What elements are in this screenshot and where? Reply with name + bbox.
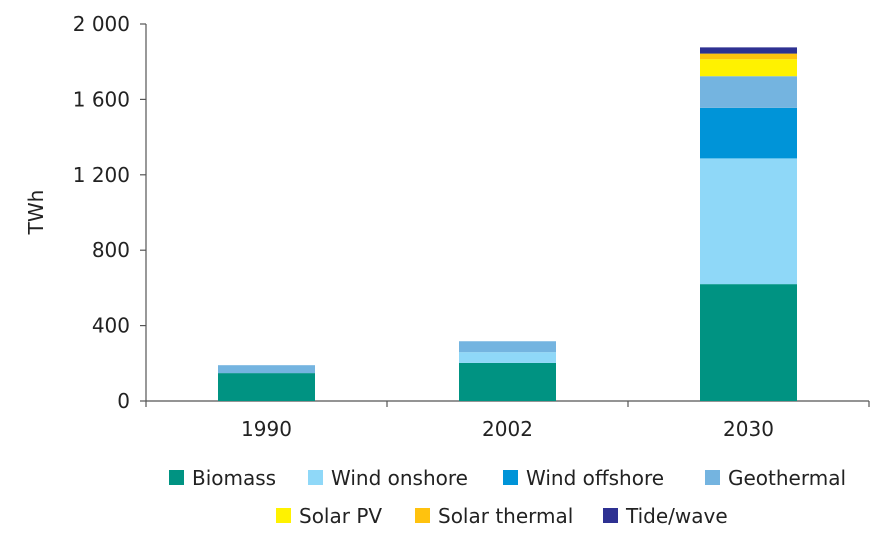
legend-swatch [503, 470, 518, 485]
legend-swatch [169, 470, 184, 485]
chart-bars [218, 47, 797, 401]
y-axis-title: TWh [24, 190, 48, 236]
legend-label: Biomass [192, 466, 276, 490]
y-tick-label: 1 200 [73, 163, 130, 187]
x-tick-label: 1990 [241, 417, 292, 441]
x-tick-label: 2002 [482, 417, 533, 441]
bar-segment [700, 76, 797, 108]
bar-segment [459, 352, 556, 363]
legend-label: Geothermal [728, 466, 846, 490]
bar-segment [700, 107, 797, 159]
legend-label: Solar thermal [438, 504, 573, 528]
legend-swatch [276, 508, 291, 523]
legend-label: Wind onshore [331, 466, 468, 490]
chart-legend: Biomass Wind onshore Wind offshore Geotherm… [169, 466, 846, 528]
bar-segment [700, 53, 797, 60]
legend-swatch [308, 470, 323, 485]
bar-segment [218, 373, 315, 401]
legend-swatch [705, 470, 720, 485]
x-tick-labels: 1990 2002 2030 [241, 417, 774, 441]
legend-label: Solar PV [299, 504, 382, 528]
legend-swatch [603, 508, 618, 523]
y-tick-labels: 0 400 800 1 200 1 600 2 000 [73, 12, 130, 413]
bar-segment [218, 365, 315, 374]
legend-label: Tide/wave [625, 504, 728, 528]
bar-segment [700, 158, 797, 285]
bar-segment [700, 59, 797, 77]
y-tick-label: 800 [92, 238, 130, 262]
y-tick-label: 2 000 [73, 12, 130, 36]
y-tick-label: 1 600 [73, 87, 130, 111]
y-tick-label: 0 [117, 389, 130, 413]
x-tick-label: 2030 [723, 417, 774, 441]
legend-label: Wind offshore [526, 466, 664, 490]
legend-swatch [415, 508, 430, 523]
bar-segment [459, 362, 556, 401]
bar-segment [700, 284, 797, 401]
y-tick-label: 400 [92, 314, 130, 338]
bar-segment [700, 47, 797, 54]
bar-segment [459, 341, 556, 353]
